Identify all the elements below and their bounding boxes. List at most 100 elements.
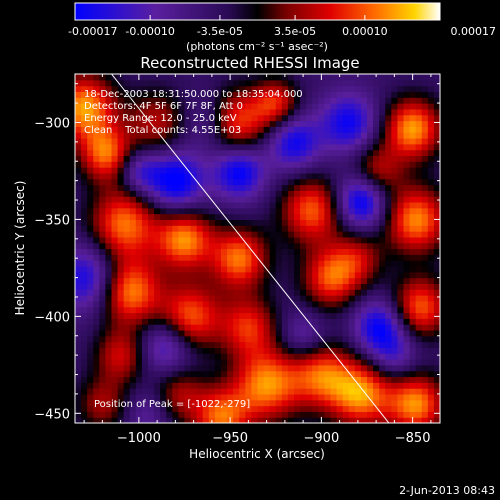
heatmap-cell: [239, 196, 246, 203]
heatmap-cell: [105, 213, 113, 221]
heatmap-cell: [196, 97, 204, 104]
heatmap-cell: [391, 283, 399, 290]
heatmap-cell: [81, 85, 88, 93]
heatmap-cell: [87, 132, 94, 139]
heatmap-cell: [287, 114, 295, 122]
heatmap-cell: [403, 85, 411, 93]
heatmap-cell: [336, 324, 344, 331]
heatmap-cell: [190, 143, 198, 151]
heatmap-cell: [348, 137, 356, 145]
heatmap-cell: [269, 149, 277, 157]
heatmap-cell: [251, 347, 259, 354]
heatmap-cell: [148, 306, 155, 314]
heatmap-cell: [75, 295, 82, 302]
heatmap-cell: [196, 341, 204, 348]
heatmap-cell: [196, 103, 204, 110]
heatmap-cell: [397, 318, 405, 325]
heatmap-cell: [397, 271, 405, 279]
heatmap-cell: [227, 172, 234, 180]
heatmap-cell: [81, 225, 88, 232]
heatmap-cell: [294, 132, 301, 139]
heatmap-cell: [275, 108, 283, 116]
heatmap-cell: [111, 295, 119, 302]
heatmap-cell: [99, 411, 107, 418]
heatmap-cell: [154, 359, 161, 366]
heatmap-cell: [324, 114, 332, 122]
heatmap-cell: [257, 364, 265, 372]
heatmap-cell: [348, 178, 356, 186]
heatmap-cell: [385, 155, 392, 162]
heatmap-cell: [433, 370, 440, 378]
heatmap-cell: [336, 329, 344, 337]
heatmap-cell: [263, 254, 271, 261]
heatmap-cell: [300, 254, 307, 261]
heatmap-cell: [257, 178, 265, 186]
heatmap-cell: [111, 167, 119, 174]
heatmap-cell: [300, 341, 307, 348]
heatmap-cell: [269, 97, 277, 104]
heatmap-cell: [239, 254, 246, 261]
heatmap-cell: [391, 161, 399, 168]
heatmap-cell: [87, 265, 94, 273]
heatmap-cell: [391, 184, 399, 191]
heatmap-cell: [342, 178, 350, 186]
heatmap-cell: [245, 265, 253, 273]
heatmap-cell: [202, 382, 210, 389]
heatmap-cell: [324, 103, 332, 110]
heatmap-cell: [415, 376, 423, 383]
heatmap-cell: [111, 335, 119, 343]
heatmap-cell: [221, 167, 228, 174]
heatmap-cell: [397, 295, 405, 302]
heatmap-cell: [294, 364, 301, 372]
heatmap-cell: [348, 85, 356, 93]
heatmap-cell: [294, 137, 301, 145]
heatmap-cell: [172, 388, 180, 395]
heatmap-cell: [81, 103, 88, 110]
heatmap-cell: [421, 324, 429, 331]
heatmap-cell: [239, 225, 246, 232]
heatmap-cell: [245, 207, 253, 215]
heatmap-cell: [221, 161, 228, 168]
heatmap-cell: [367, 335, 374, 343]
heatmap-cell: [239, 126, 246, 133]
heatmap-cell: [81, 219, 88, 226]
heatmap-cell: [233, 114, 240, 122]
heatmap-cell: [245, 347, 253, 354]
heatmap-cell: [373, 161, 380, 168]
heatmap-cell: [397, 312, 405, 319]
heatmap-cell: [421, 347, 429, 354]
heatmap-cell: [99, 388, 107, 395]
heatmap-cell: [263, 271, 271, 279]
heatmap-cell: [421, 289, 429, 296]
heatmap-cell: [391, 388, 399, 395]
heatmap-cell: [123, 393, 131, 401]
heatmap-cell: [294, 172, 301, 180]
heatmap-cell: [348, 213, 356, 221]
heatmap-cell: [257, 353, 265, 360]
heatmap-cell: [160, 260, 167, 267]
heatmap-cell: [148, 376, 155, 383]
heatmap-cell: [281, 260, 289, 267]
heatmap-cell: [312, 74, 319, 81]
heatmap-cell: [336, 399, 344, 407]
heatmap-cell: [330, 341, 338, 348]
heatmap-cell: [227, 277, 234, 284]
heatmap-cell: [287, 417, 295, 423]
heatmap-cell: [342, 149, 350, 157]
heatmap-cell: [99, 155, 107, 162]
heatmap-cell: [415, 364, 423, 372]
heatmap-cell: [105, 312, 113, 319]
heatmap-cell: [427, 364, 435, 372]
heatmap-cell: [342, 132, 350, 139]
heatmap-cell: [221, 265, 228, 273]
heatmap-cell: [312, 260, 319, 267]
heatmap-cell: [421, 126, 429, 133]
heatmap-cell: [239, 376, 246, 383]
heatmap-cell: [148, 382, 155, 389]
heatmap-cell: [312, 353, 319, 360]
heatmap-cell: [105, 359, 113, 366]
heatmap-cell: [263, 120, 271, 127]
heatmap-cell: [391, 335, 399, 343]
heatmap-cell: [184, 353, 192, 360]
heatmap-cell: [403, 167, 411, 174]
